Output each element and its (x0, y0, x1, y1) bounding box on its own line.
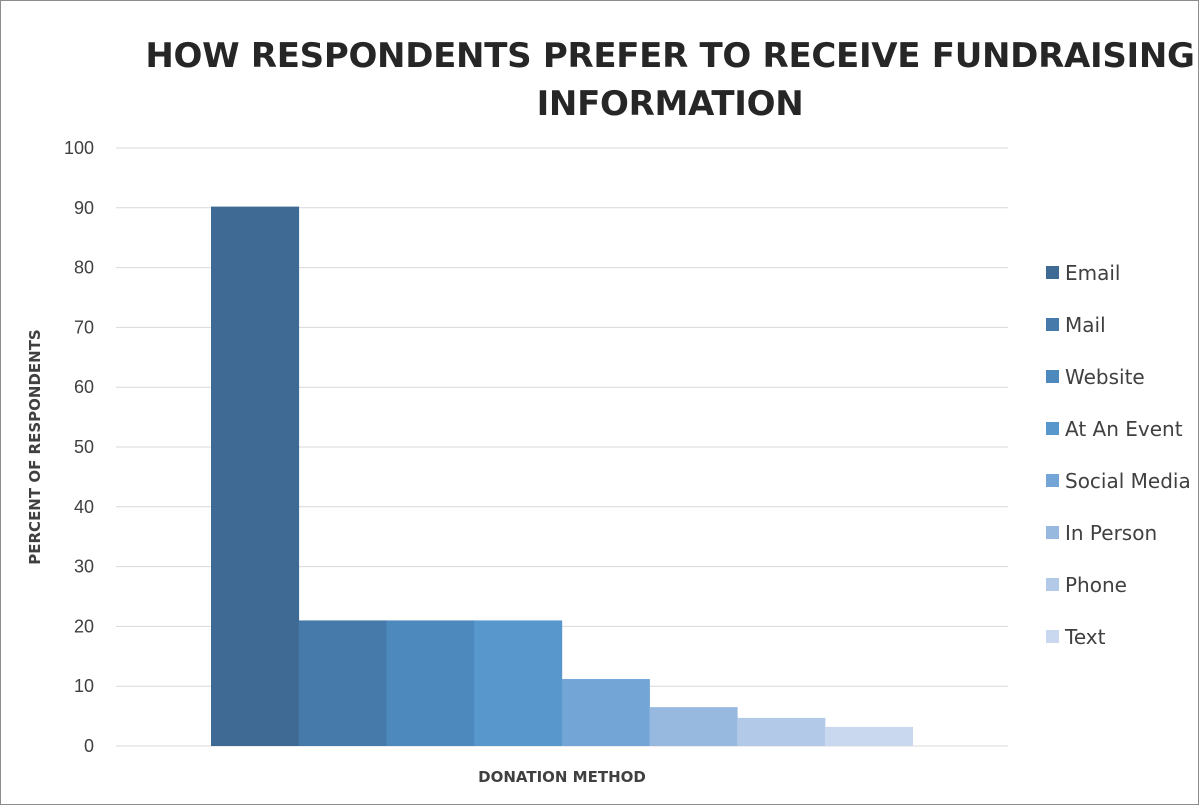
bar-email (211, 206, 300, 746)
bars (211, 206, 913, 746)
x-axis-title: DONATION METHOD (478, 768, 646, 786)
y-tick-label: 60 (74, 377, 94, 397)
y-tick-label: 80 (74, 258, 94, 278)
legend-swatch (1046, 266, 1059, 279)
y-axis-title: PERCENT OF RESPONDENTS (26, 329, 44, 564)
y-tick-label: 30 (74, 557, 94, 577)
y-tick-label: 90 (74, 198, 94, 218)
bar-website (386, 620, 475, 746)
legend-label: In Person (1065, 521, 1157, 545)
legend-swatch (1046, 318, 1059, 331)
legend-label: Email (1065, 261, 1121, 285)
legend: Email Mail Website At An Event Social Media I… (1046, 261, 1191, 649)
legend-swatch (1046, 526, 1059, 539)
y-tick-label: 70 (74, 317, 94, 337)
legend-label: Website (1065, 365, 1145, 389)
y-tick-label: 50 (74, 437, 94, 457)
y-tick-label: 10 (74, 676, 94, 696)
legend-swatch (1046, 422, 1059, 435)
bar-phone (737, 717, 826, 746)
legend-swatch (1046, 370, 1059, 383)
y-tick-label: 40 (74, 497, 94, 517)
y-tick-label: 0 (84, 736, 94, 756)
bar-social-media (561, 679, 650, 746)
legend-swatch (1046, 474, 1059, 487)
legend-label: At An Event (1065, 417, 1183, 441)
legend-label: Mail (1065, 313, 1106, 337)
legend-swatch (1046, 630, 1059, 643)
bar-in-person (649, 707, 738, 746)
bar-mail (298, 620, 387, 746)
y-tick-label: 100 (64, 138, 94, 158)
bar-text (824, 726, 913, 746)
legend-label: Text (1064, 625, 1106, 649)
bar-at-an-event (474, 620, 563, 746)
legend-swatch (1046, 578, 1059, 591)
y-tick-label: 20 (74, 616, 94, 636)
y-tick-labels: 0 10 20 30 40 50 60 70 80 90 100 (64, 138, 94, 756)
legend-label: Phone (1065, 573, 1127, 597)
chart-title: HOW RESPONDENTS PREFER TO RECEIVE FUNDRA… (145, 36, 1195, 124)
legend-label: Social Media (1065, 469, 1191, 493)
